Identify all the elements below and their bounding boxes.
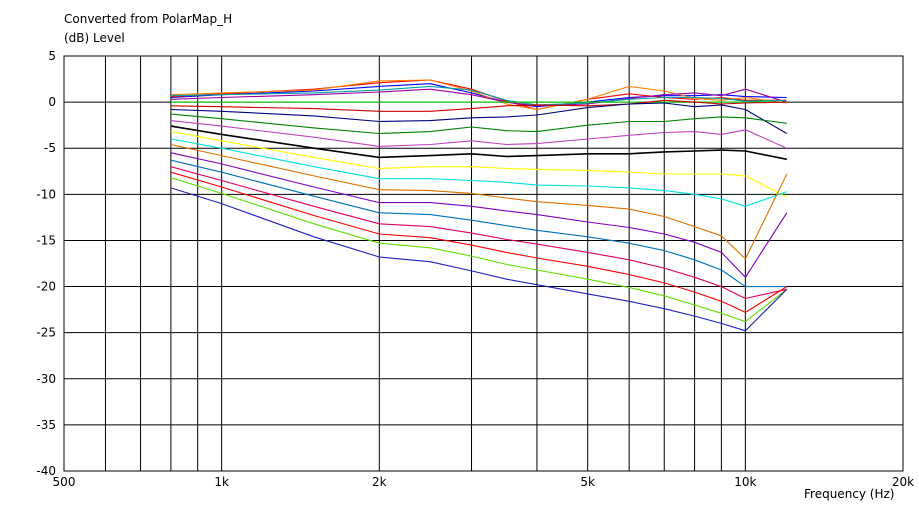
series-line-4 — [170, 88, 787, 107]
y-tick-label: -30 — [36, 372, 56, 386]
x-axis-label: Frequency (Hz) — [804, 487, 895, 501]
series-line-7 — [170, 99, 787, 112]
series-line-11 — [170, 125, 787, 161]
series-line-14 — [170, 143, 788, 260]
x-tick-label: 10k — [734, 475, 756, 489]
series-line-15 — [170, 152, 788, 278]
series-line-8 — [170, 102, 788, 134]
x-tick-labels: 500 1k 2k 5k 10k 20k — [53, 475, 915, 489]
series-line-17 — [170, 166, 787, 300]
series-line-20 — [170, 187, 788, 332]
series-line-9 — [170, 113, 787, 135]
y-tick-label: -25 — [36, 326, 56, 340]
y-tick-label: 5 — [48, 49, 56, 63]
series-group — [170, 79, 788, 332]
chart-title: Converted from PolarMap_H — [64, 12, 233, 26]
plot-area — [63, 55, 904, 472]
series-line-16 — [170, 159, 787, 288]
series-line-10 — [170, 120, 788, 149]
series-line-12 — [170, 131, 788, 198]
y-tick-label: 0 — [48, 95, 56, 109]
x-tick-label: 1k — [214, 475, 229, 489]
y-tick-labels: 5 0 -5 -10 -15 -20 -25 -30 -35 -40 — [36, 49, 56, 478]
x-tick-label: 20k — [892, 475, 914, 489]
series-line-13 — [170, 138, 787, 207]
y-axis-label: (dB) Level — [64, 31, 125, 45]
y-tick-label: -10 — [36, 187, 56, 201]
y-tick-label: -15 — [36, 233, 56, 247]
y-tick-label: -35 — [36, 418, 56, 432]
y-tick-label: -5 — [44, 141, 56, 155]
grid-lines — [64, 55, 903, 472]
y-tick-label: -40 — [36, 464, 56, 478]
x-tick-label: 500 — [53, 475, 76, 489]
x-tick-label: 2k — [372, 475, 387, 489]
series-line-18 — [170, 171, 788, 313]
y-tick-label: -20 — [36, 280, 56, 294]
series-line-19 — [170, 177, 788, 323]
series-line-3 — [170, 79, 787, 111]
x-tick-label: 5k — [580, 475, 595, 489]
